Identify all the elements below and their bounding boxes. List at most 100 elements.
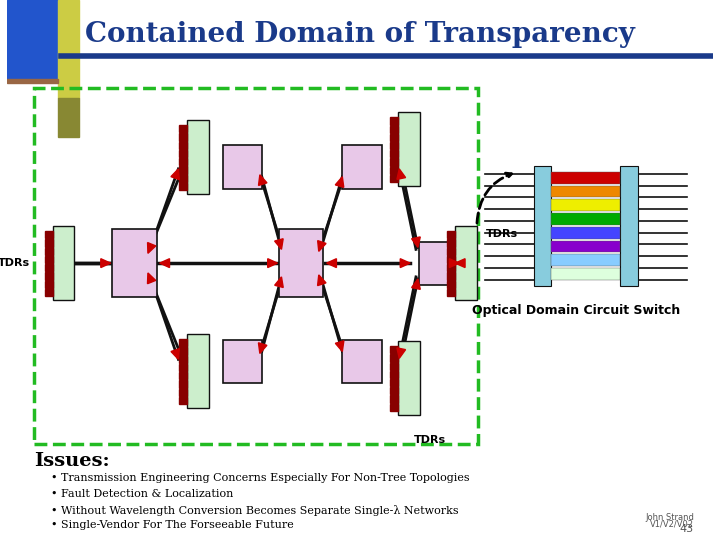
- Bar: [390, 395, 398, 403]
- Polygon shape: [327, 259, 336, 267]
- Bar: [179, 364, 187, 371]
- Text: TDRs: TDRs: [486, 228, 518, 239]
- Polygon shape: [148, 273, 156, 284]
- Bar: [58, 0, 79, 98]
- Text: • Fault Detection & Localization: • Fault Detection & Localization: [50, 489, 233, 499]
- Bar: [390, 379, 398, 386]
- Bar: [179, 372, 187, 379]
- Polygon shape: [412, 237, 420, 247]
- Bar: [447, 264, 455, 271]
- Text: Issues:: Issues:: [34, 451, 109, 470]
- Bar: [342, 145, 382, 188]
- Bar: [45, 239, 53, 247]
- Bar: [419, 241, 449, 285]
- Polygon shape: [336, 341, 344, 352]
- Bar: [390, 403, 398, 411]
- Bar: [179, 141, 187, 149]
- Bar: [222, 340, 262, 383]
- Bar: [447, 281, 455, 288]
- Bar: [398, 341, 420, 415]
- Bar: [620, 166, 638, 286]
- Bar: [552, 227, 620, 239]
- Polygon shape: [258, 175, 267, 185]
- Bar: [390, 175, 398, 182]
- Bar: [390, 346, 398, 353]
- Polygon shape: [258, 343, 267, 354]
- Polygon shape: [148, 242, 156, 253]
- Bar: [447, 256, 455, 263]
- Polygon shape: [336, 177, 343, 187]
- Bar: [390, 167, 398, 174]
- Text: TDRs: TDRs: [414, 435, 446, 445]
- Polygon shape: [449, 259, 459, 267]
- Bar: [390, 117, 398, 125]
- Bar: [447, 272, 455, 280]
- Text: Optical Domain Circuit Switch: Optical Domain Circuit Switch: [472, 305, 680, 318]
- Bar: [45, 231, 53, 239]
- Text: • Transmission Engineering Concerns Especially For Non-Tree Topologies: • Transmission Engineering Concerns Espe…: [50, 473, 469, 483]
- Bar: [179, 150, 187, 157]
- Bar: [179, 397, 187, 404]
- Text: • Without Wavelength Conversion Becomes Separate Single-λ Networks: • Without Wavelength Conversion Becomes …: [50, 505, 459, 516]
- Bar: [390, 134, 398, 141]
- Bar: [390, 150, 398, 158]
- Text: V1/V2/V02: V1/V2/V02: [650, 519, 694, 528]
- Bar: [279, 229, 323, 298]
- Polygon shape: [171, 169, 179, 180]
- Bar: [45, 248, 53, 255]
- Text: TDRs: TDRs: [0, 258, 30, 268]
- Bar: [552, 199, 620, 211]
- Bar: [390, 142, 398, 149]
- Bar: [398, 112, 420, 186]
- Bar: [552, 268, 620, 280]
- Bar: [45, 256, 53, 263]
- Bar: [552, 186, 620, 197]
- Bar: [552, 213, 620, 225]
- Bar: [179, 389, 187, 396]
- Text: John Strand: John Strand: [645, 514, 694, 522]
- Polygon shape: [397, 169, 405, 179]
- Bar: [552, 254, 620, 266]
- Polygon shape: [274, 239, 283, 249]
- Polygon shape: [400, 259, 410, 267]
- Bar: [179, 166, 187, 173]
- Polygon shape: [397, 348, 405, 359]
- Bar: [179, 183, 187, 190]
- Bar: [552, 240, 620, 252]
- Bar: [58, 98, 79, 138]
- Bar: [390, 371, 398, 378]
- Polygon shape: [101, 259, 111, 267]
- Bar: [447, 239, 455, 247]
- Bar: [179, 125, 187, 132]
- Bar: [179, 158, 187, 165]
- Bar: [390, 362, 398, 370]
- Bar: [179, 339, 187, 347]
- Polygon shape: [160, 259, 169, 267]
- Bar: [187, 334, 209, 408]
- Bar: [179, 380, 187, 388]
- Bar: [45, 281, 53, 288]
- Bar: [447, 231, 455, 239]
- Bar: [179, 347, 187, 355]
- Bar: [179, 174, 187, 182]
- Bar: [447, 289, 455, 296]
- Bar: [179, 356, 187, 363]
- Polygon shape: [318, 241, 326, 251]
- Bar: [390, 354, 398, 362]
- Bar: [187, 120, 209, 194]
- Bar: [112, 229, 157, 298]
- Polygon shape: [455, 259, 465, 267]
- Bar: [455, 226, 477, 300]
- Bar: [222, 145, 262, 188]
- Bar: [342, 340, 382, 383]
- Bar: [34, 89, 478, 444]
- Bar: [552, 172, 620, 184]
- Text: 43: 43: [680, 524, 694, 534]
- Polygon shape: [412, 279, 420, 289]
- Bar: [45, 272, 53, 280]
- Bar: [534, 166, 552, 286]
- Text: Contained Domain of Transparency: Contained Domain of Transparency: [85, 21, 635, 48]
- Polygon shape: [171, 349, 179, 359]
- Bar: [390, 158, 398, 166]
- Bar: [447, 248, 455, 255]
